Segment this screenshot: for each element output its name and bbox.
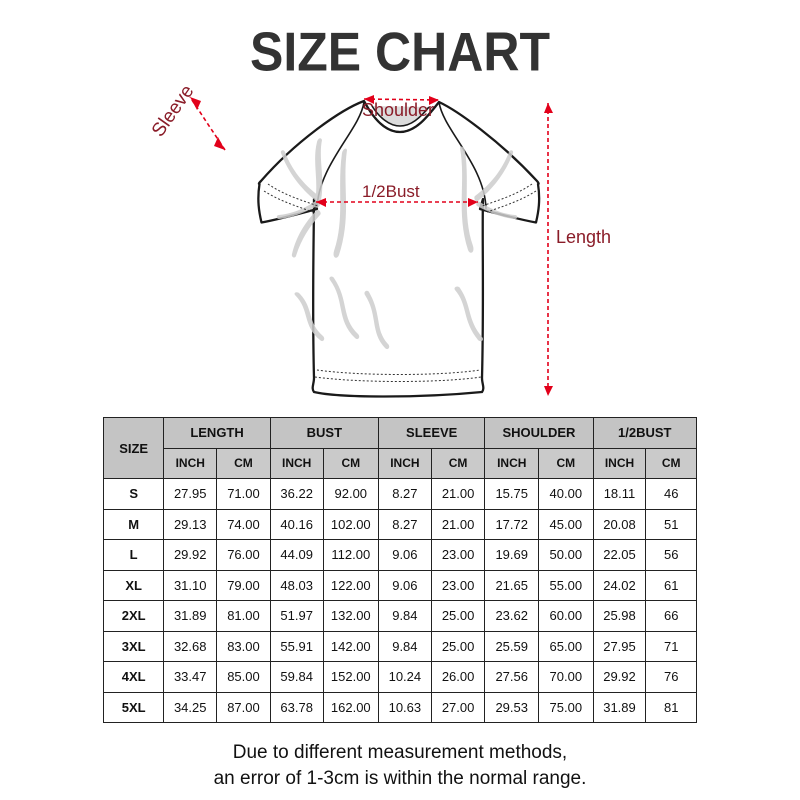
svg-text:Sleeve: Sleeve — [148, 81, 199, 141]
svg-text:1/2Bust: 1/2Bust — [362, 182, 420, 201]
svg-text:Shoulder: Shoulder — [362, 100, 434, 120]
svg-text:Length: Length — [556, 227, 611, 247]
